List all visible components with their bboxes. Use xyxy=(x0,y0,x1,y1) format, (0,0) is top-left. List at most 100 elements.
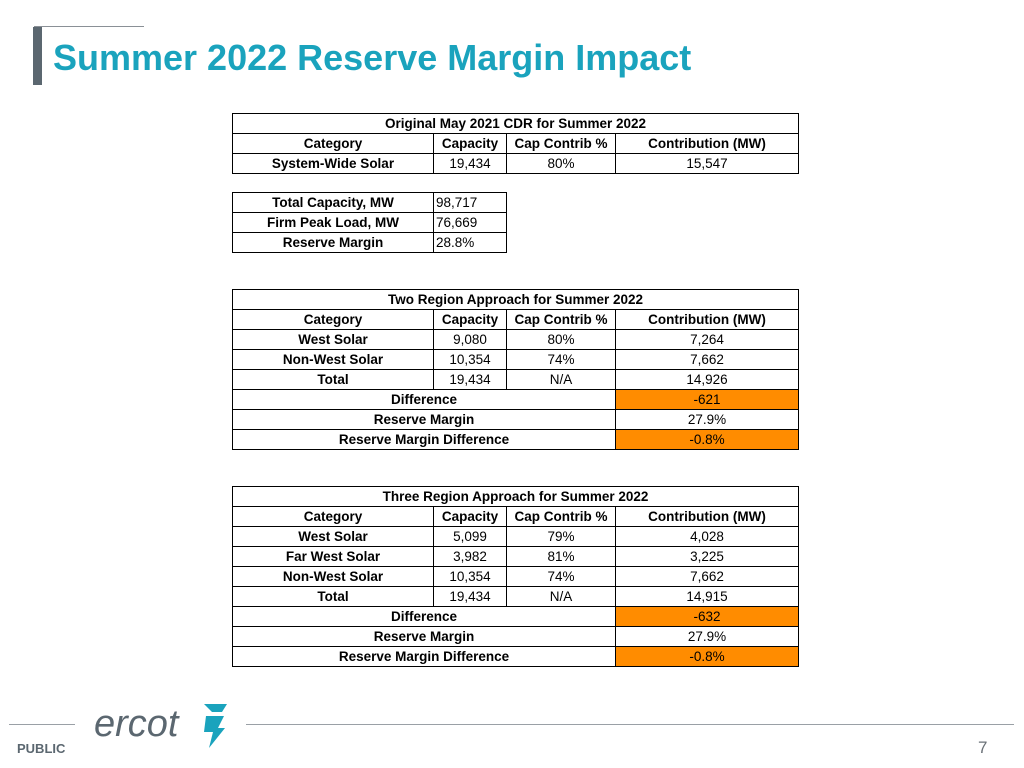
summary-label: Reserve Margin xyxy=(232,409,616,430)
row-category: System-Wide Solar xyxy=(232,153,434,174)
original-cdr-table: Original May 2021 CDR for Summer 2022 Ca… xyxy=(231,113,800,174)
table-row: Reserve Margin 28.8% xyxy=(232,232,507,253)
summary-label: Difference xyxy=(232,389,616,410)
logo-wordmark: ercot xyxy=(94,703,180,745)
summary-value-highlighted: -632 xyxy=(614,606,800,627)
row-category: Total xyxy=(232,586,434,607)
column-header: Cap Contrib % xyxy=(506,506,616,527)
table-title-row: Two Region Approach for Summer 2022 xyxy=(231,289,800,310)
row-contribution: 3,225 xyxy=(614,546,800,567)
column-header: Cap Contrib % xyxy=(506,309,616,330)
row-category: Far West Solar xyxy=(232,546,434,567)
summary-value-highlighted: -0.8% xyxy=(614,646,800,667)
row-category: Total xyxy=(232,369,434,390)
table-row: System-Wide Solar 19,434 80% 15,547 xyxy=(232,153,800,174)
summary-row-reserve-margin-difference: Reserve Margin Difference -0.8% xyxy=(232,429,800,450)
row-category: West Solar xyxy=(232,329,434,350)
table-header-row: Category Capacity Cap Contrib % Contribu… xyxy=(232,506,800,527)
summary-row-difference: Difference -632 xyxy=(232,606,800,627)
column-header: Cap Contrib % xyxy=(506,133,616,154)
row-contribution: 7,662 xyxy=(614,349,800,370)
row-cap-contrib: 74% xyxy=(506,566,616,587)
footer-classification-label: PUBLIC xyxy=(17,741,66,756)
summary-row-reserve-margin: Reserve Margin 27.9% xyxy=(232,626,800,647)
row-cap-contrib: 80% xyxy=(506,153,616,174)
summary-value: 27.9% xyxy=(614,626,800,647)
row-category: Non-West Solar xyxy=(232,566,434,587)
summary-row-reserve-margin-difference: Reserve Margin Difference -0.8% xyxy=(232,646,800,667)
three-region-table: Three Region Approach for Summer 2022 Ca… xyxy=(231,486,800,667)
page-number: 7 xyxy=(978,738,988,757)
table-header-row: Category Capacity Cap Contrib % Contribu… xyxy=(232,309,800,330)
row-capacity: 3,982 xyxy=(433,546,507,567)
row-cap-contrib: 81% xyxy=(506,546,616,567)
row-contribution: 15,547 xyxy=(614,153,800,174)
row-category: Non-West Solar xyxy=(232,349,434,370)
row-contribution: 7,662 xyxy=(614,566,800,587)
reserve-margin-value: 28.8% xyxy=(433,232,507,253)
summary-label: Difference xyxy=(232,606,616,627)
row-capacity: 9,080 xyxy=(433,329,507,350)
summary-value-highlighted: -0.8% xyxy=(614,429,800,450)
table-row: Firm Peak Load, MW 76,669 xyxy=(232,212,507,233)
footer-rule-right xyxy=(246,724,1014,725)
row-contribution: 4,028 xyxy=(614,526,800,547)
table-row: Far West Solar 3,982 81% 3,225 xyxy=(232,546,800,567)
table-title: Original May 2021 CDR for Summer 2022 xyxy=(231,113,800,134)
column-header: Capacity xyxy=(433,309,507,330)
table-title-row: Original May 2021 CDR for Summer 2022 xyxy=(231,113,800,134)
table-row: Total Capacity, MW 98,717 xyxy=(232,192,507,213)
row-capacity: 10,354 xyxy=(433,566,507,587)
table-title: Three Region Approach for Summer 2022 xyxy=(231,486,800,507)
table-row: Total 19,434 N/A 14,915 xyxy=(232,586,800,607)
row-contribution: 14,915 xyxy=(614,586,800,607)
summary-row-difference: Difference -621 xyxy=(232,389,800,410)
column-header: Contribution (MW) xyxy=(614,506,800,527)
summary-row-reserve-margin: Reserve Margin 27.9% xyxy=(232,409,800,430)
two-region-table: Two Region Approach for Summer 2022 Cate… xyxy=(231,289,800,450)
column-header: Contribution (MW) xyxy=(614,133,800,154)
row-cap-contrib: N/A xyxy=(506,586,616,607)
row-cap-contrib: 74% xyxy=(506,349,616,370)
row-capacity: 19,434 xyxy=(433,586,507,607)
column-header: Category xyxy=(232,133,434,154)
row-category: West Solar xyxy=(232,526,434,547)
row-contribution: 7,264 xyxy=(614,329,800,350)
total-capacity-label: Total Capacity, MW xyxy=(232,192,434,213)
lightning-bolt-icon xyxy=(204,704,227,748)
row-capacity: 19,434 xyxy=(433,153,507,174)
row-cap-contrib: 79% xyxy=(506,526,616,547)
row-capacity: 10,354 xyxy=(433,349,507,370)
row-cap-contrib: N/A xyxy=(506,369,616,390)
table-row: Non-West Solar 10,354 74% 7,662 xyxy=(232,349,800,370)
table-row: Total 19,434 N/A 14,926 xyxy=(232,369,800,390)
row-cap-contrib: 80% xyxy=(506,329,616,350)
summary-label: Reserve Margin xyxy=(232,626,616,647)
column-header: Contribution (MW) xyxy=(614,309,800,330)
column-header: Capacity xyxy=(433,133,507,154)
firm-peak-load-value: 76,669 xyxy=(433,212,507,233)
table-row: West Solar 9,080 80% 7,264 xyxy=(232,329,800,350)
summary-value: 27.9% xyxy=(614,409,800,430)
table-header-row: Category Capacity Cap Contrib % Contribu… xyxy=(232,133,800,154)
total-capacity-value: 98,717 xyxy=(433,192,507,213)
row-capacity: 19,434 xyxy=(433,369,507,390)
table-title-row: Three Region Approach for Summer 2022 xyxy=(231,486,800,507)
summary-value-highlighted: -621 xyxy=(614,389,800,410)
title-accent-bar xyxy=(33,27,42,85)
ercot-logo: ercot xyxy=(94,703,227,748)
footer-rule-left xyxy=(9,724,75,725)
firm-peak-load-label: Firm Peak Load, MW xyxy=(232,212,434,233)
table-row: West Solar 5,099 79% 4,028 xyxy=(232,526,800,547)
summary-label: Reserve Margin Difference xyxy=(232,429,616,450)
row-contribution: 14,926 xyxy=(614,369,800,390)
column-header: Category xyxy=(232,309,434,330)
row-capacity: 5,099 xyxy=(433,526,507,547)
table-row: Non-West Solar 10,354 74% 7,662 xyxy=(232,566,800,587)
column-header: Capacity xyxy=(433,506,507,527)
summary-label: Reserve Margin Difference xyxy=(232,646,616,667)
column-header: Category xyxy=(232,506,434,527)
totals-table: Total Capacity, MW 98,717 Firm Peak Load… xyxy=(232,192,507,253)
table-title: Two Region Approach for Summer 2022 xyxy=(231,289,800,310)
title-top-rule xyxy=(34,26,144,27)
